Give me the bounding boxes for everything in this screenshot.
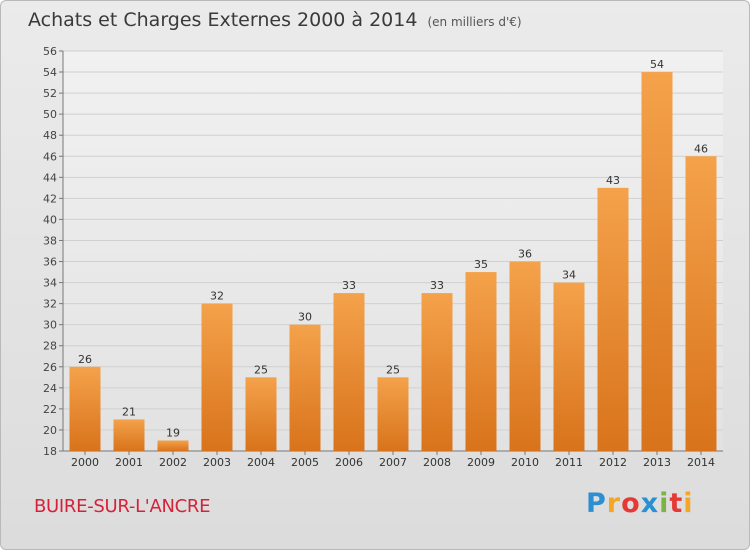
data-label: 35 [474,258,488,271]
y-tick-label: 44 [43,171,57,184]
chart-title: Achats et Charges Externes 2000 à 2014 (e… [28,9,522,31]
y-tick-label: 46 [43,150,57,163]
data-label: 25 [386,363,400,376]
bar [289,324,321,451]
chart-subtitle: (en milliers d'€) [427,15,522,29]
x-tick-label: 2001 [115,456,143,469]
data-label: 43 [606,174,620,187]
data-label: 34 [562,269,576,282]
y-tick-label: 38 [43,234,57,247]
y-tick-label: 28 [43,340,57,353]
data-label: 21 [122,405,136,418]
y-tick-label: 50 [43,108,57,121]
y-tick-label: 18 [43,445,57,458]
y-tick-label: 54 [43,66,57,79]
bar [553,282,585,451]
data-label: 46 [694,142,708,155]
y-tick-label: 56 [43,45,57,58]
x-tick-label: 2008 [423,456,451,469]
data-label: 30 [298,311,312,324]
x-tick-label: 2009 [467,456,495,469]
logo-letter: o [621,488,641,519]
data-label: 36 [518,248,532,261]
logo-letter: i [683,488,694,519]
bar [421,293,453,451]
chart-title-text: Achats et Charges Externes 2000 à 2014 [28,9,418,31]
y-tick-label: 20 [43,424,57,437]
bar [597,187,629,451]
x-tick-label: 2006 [335,456,363,469]
commune-name: BUIRE-SUR-L'ANCRE [34,496,211,517]
y-tick-label: 52 [43,87,57,100]
data-label: 26 [78,353,92,366]
x-tick-label: 2003 [203,456,231,469]
x-tick-label: 2000 [71,456,99,469]
bar [245,377,277,451]
bar [69,366,101,451]
logo-letter: i [659,488,670,519]
data-label: 33 [430,279,444,292]
y-tick-label: 48 [43,129,57,142]
x-tick-label: 2007 [379,456,407,469]
bar [157,440,189,451]
bar [509,261,541,451]
y-tick-label: 22 [43,403,57,416]
x-tick-label: 2005 [291,456,319,469]
bar [333,293,365,451]
proxiti-logo: Proxiti [586,488,694,519]
bar [641,72,673,451]
x-tick-label: 2011 [555,456,583,469]
x-tick-label: 2002 [159,456,187,469]
y-tick-label: 24 [43,382,57,395]
x-tick-label: 2012 [599,456,627,469]
data-label: 19 [166,426,180,439]
x-tick-label: 2013 [643,456,671,469]
bar [685,156,717,451]
logo-letter: P [586,488,607,519]
data-label: 25 [254,363,268,376]
y-tick-label: 26 [43,361,57,374]
x-tick-label: 2004 [247,456,275,469]
bar [113,419,145,451]
logo-letter: x [640,488,660,519]
x-tick-label: 2014 [687,456,715,469]
y-tick-label: 34 [43,277,57,290]
x-tick-label: 2010 [511,456,539,469]
y-tick-label: 30 [43,319,57,332]
data-label: 54 [650,58,664,71]
bar [377,377,409,451]
data-label: 32 [210,290,224,303]
bar [465,272,497,451]
logo-letter: r [606,488,622,519]
y-tick-label: 32 [43,298,57,311]
y-tick-label: 42 [43,192,57,205]
data-label: 33 [342,279,356,292]
logo-letter: t [669,488,684,519]
y-tick-label: 40 [43,213,57,226]
bar [201,303,233,451]
y-tick-label: 36 [43,256,57,269]
